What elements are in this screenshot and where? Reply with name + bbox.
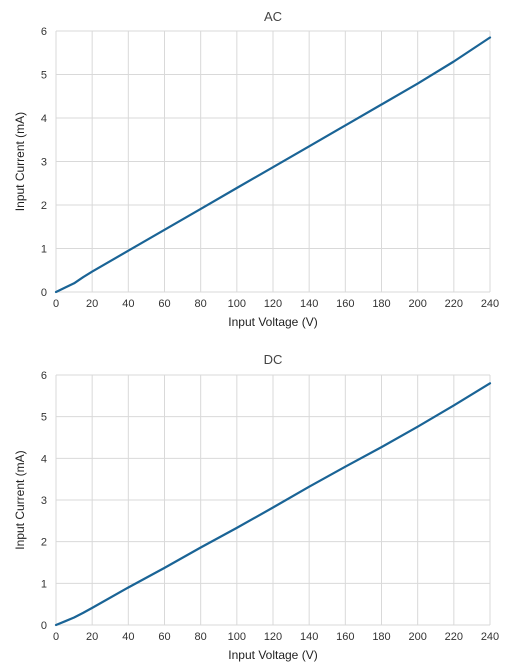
chart-0-x-tick-label: 60 — [158, 298, 170, 310]
chart-1-y-tick-label: 2 — [41, 537, 47, 549]
chart-0-x-tick-label: 240 — [481, 298, 499, 310]
chart-1-x-tick-label: 80 — [195, 631, 207, 643]
chart-1-x-tick-label: 240 — [481, 631, 499, 643]
chart-0-x-tick-label: 140 — [300, 298, 318, 310]
chart-1-x-tick-label: 0 — [53, 631, 59, 643]
chart-1-x-tick-label: 40 — [122, 631, 134, 643]
dc-chart: DC 0 20 40 60 80 100 120 140 160 180 200 220 240 0 1 2 3 4… — [13, 352, 499, 662]
chart-0-x-axis-label: Input Voltage (V) — [228, 315, 317, 329]
chart-0-x-tick-label: 160 — [336, 298, 354, 310]
chart-0-y-tick-label: 2 — [41, 200, 47, 212]
chart-0-title: AC — [264, 9, 282, 24]
chart-0-x-tick-label: 200 — [408, 298, 426, 310]
chart-1-y-tick-label: 1 — [41, 578, 47, 590]
chart-1-y-tick-label: 3 — [41, 495, 47, 507]
chart-0-x-tick-label: 20 — [86, 298, 98, 310]
chart-1-x-tick-label: 120 — [264, 631, 282, 643]
chart-1-y-tick-label: 6 — [41, 370, 47, 382]
chart-1-x-tick-label: 20 — [86, 631, 98, 643]
chart-1-y-axis-label: Input Current (mA) — [13, 450, 27, 549]
chart-0-x-tick-label: 220 — [445, 298, 463, 310]
chart-1-x-tick-label: 100 — [228, 631, 246, 643]
chart-1-y-tick-label: 0 — [41, 620, 47, 632]
chart-0-y-axis-label: Input Current (mA) — [13, 112, 27, 211]
chart-0-x-tick-label: 180 — [372, 298, 390, 310]
chart-0-y-tick-label: 1 — [41, 244, 47, 256]
chart-0-series-line — [54, 36, 492, 294]
ac-chart: AC 0 20 40 60 80 100 120 140 160 180 200 220 240 0 1 2 3 4… — [13, 9, 499, 329]
chart-0-y-tick-label: 4 — [41, 113, 47, 125]
chart-1-x-tick-label: 60 — [158, 631, 170, 643]
chart-1-y-tick-label: 5 — [41, 412, 47, 424]
chart-1-series-line — [54, 382, 492, 627]
chart-0-y-tick-label: 6 — [41, 26, 47, 38]
chart-0-x-tick-label: 40 — [122, 298, 134, 310]
chart-1-title: DC — [264, 352, 283, 367]
chart-1-x-axis-label: Input Voltage (V) — [228, 648, 317, 662]
chart-0-x-tick-label: 0 — [53, 298, 59, 310]
chart-0-x-tick-label: 80 — [195, 298, 207, 310]
chart-0-x-tick-label: 120 — [264, 298, 282, 310]
chart-1-x-tick-label: 200 — [408, 631, 426, 643]
chart-1-x-tick-label: 160 — [336, 631, 354, 643]
chart-1-y-tick-label: 4 — [41, 453, 47, 465]
chart-1-x-tick-label: 180 — [372, 631, 390, 643]
chart-0-y-tick-label: 5 — [41, 70, 47, 82]
chart-1-x-tick-label: 140 — [300, 631, 318, 643]
chart-0-y-tick-label: 3 — [41, 157, 47, 169]
chart-0-x-tick-label: 100 — [228, 298, 246, 310]
chart-0-y-tick-label: 0 — [41, 287, 47, 299]
chart-1-x-tick-label: 220 — [445, 631, 463, 643]
